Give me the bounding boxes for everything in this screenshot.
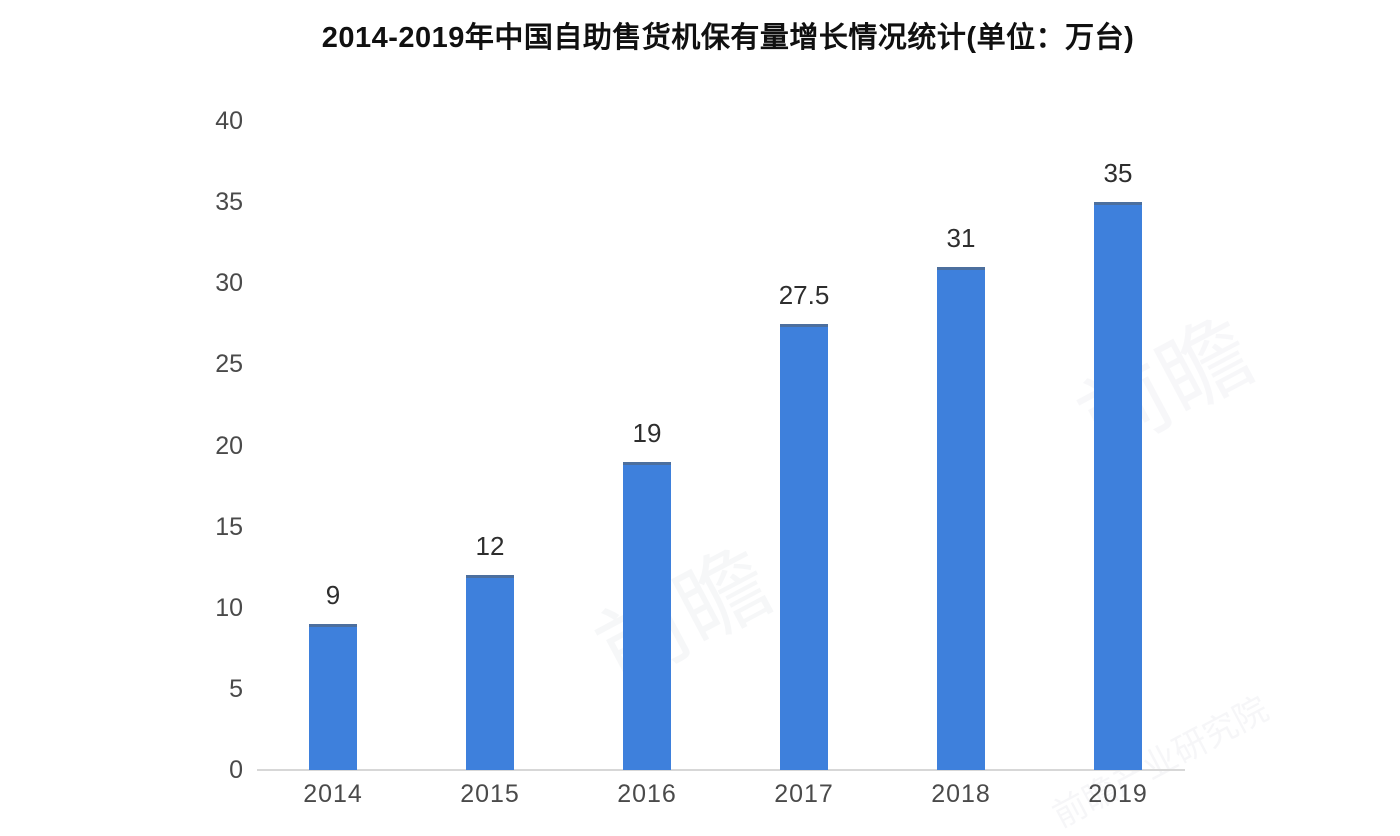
y-tick-label: 10 (215, 593, 243, 622)
x-tick-label-2016: 2016 (617, 780, 677, 808)
bar-2017 (780, 324, 828, 770)
y-tick-label: 30 (215, 269, 243, 298)
bar-2014 (309, 624, 357, 770)
y-tick-label: 0 (229, 756, 243, 784)
bar-2018 (937, 267, 985, 770)
x-tick-label-2017: 2017 (774, 780, 834, 808)
watermark-text: 前瞻 (581, 531, 788, 705)
y-tick-label: 25 (215, 350, 243, 379)
bar-2016 (623, 462, 671, 770)
y-tick-label: 5 (229, 674, 243, 703)
watermark-text: 前瞻产业研究院 (1046, 689, 1275, 836)
x-tick-label-2019: 2019 (1088, 780, 1148, 808)
watermark-text: 前瞻 (1063, 301, 1270, 475)
bar-2015 (466, 575, 514, 770)
bar-value-label: 9 (325, 580, 341, 610)
x-tick-label-2018: 2018 (931, 780, 991, 808)
y-tick-label: 15 (215, 512, 243, 541)
bar-value-label: 35 (1103, 158, 1133, 188)
bar-value-label: 31 (946, 223, 976, 253)
y-tick-label: 20 (215, 431, 243, 460)
x-axis-line (257, 769, 1185, 771)
bar-2019 (1094, 202, 1142, 770)
x-tick-label-2015: 2015 (460, 780, 520, 808)
bar-value-label: 19 (632, 418, 662, 448)
y-tick-label: 35 (215, 188, 243, 217)
chart-title: 2014-2019年中国自助售货机保有量增长情况统计(单位：万台) (321, 22, 1135, 54)
bar-value-label: 27.5 (778, 280, 830, 310)
y-tick-label: 40 (215, 107, 243, 135)
x-tick-label-2014: 2014 (303, 780, 363, 808)
bar-value-label: 12 (475, 531, 505, 561)
